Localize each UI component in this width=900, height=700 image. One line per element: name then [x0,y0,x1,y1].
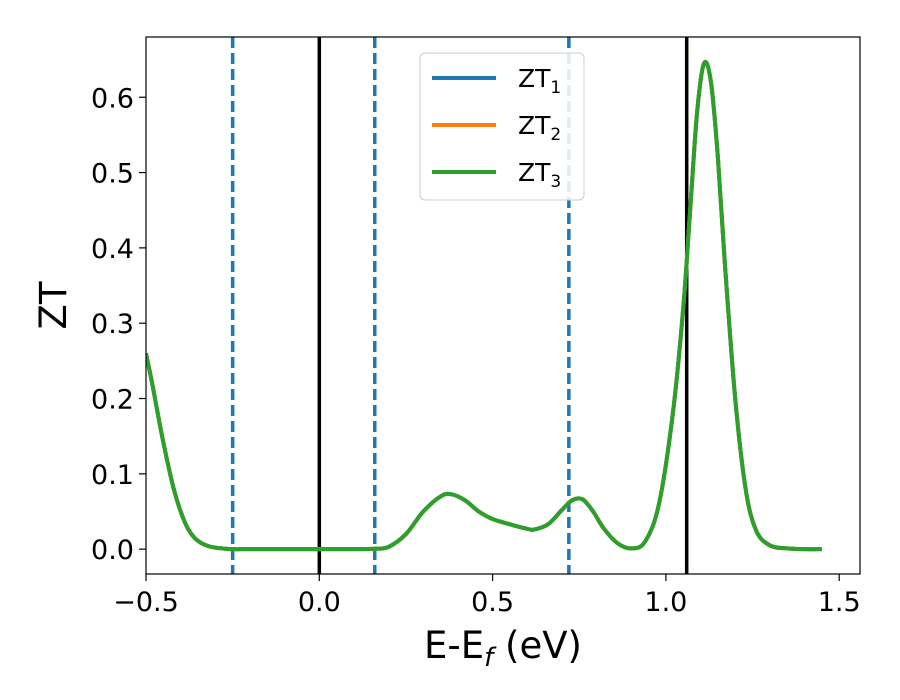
legend-label-zt3: ZT3 [518,158,561,192]
y-tick-label: 0.5 [91,159,134,190]
legend: ZT1 ZT2 ZT3 [419,52,585,201]
y-axis-label: ZT [32,281,75,329]
x-tick-label: −0.5 [113,587,179,618]
y-tick-label: 0.4 [91,234,134,265]
axes: −0.5 0.0 0.5 1.0 1.5 0.0 0.1 0.2 0.3 0.4 0.5 0.6 [91,36,861,618]
axes-frame [145,36,861,575]
x-tick-label: 0.0 [298,587,341,618]
x-tick-label: 0.5 [471,587,514,618]
x-axis-label: E-Ef (eV) [424,624,582,673]
y-tick-label: 0.6 [91,83,134,114]
series-line-zt3 [146,59,822,552]
x-tick-label: 1.0 [644,587,687,618]
legend-label-zt1: ZT1 [518,64,561,98]
y-tick-label: 0.2 [91,385,134,416]
y-tick-label: 0.3 [91,309,134,340]
x-tick-label: 1.5 [818,587,861,618]
legend-box [419,52,585,201]
y-tick-label: 0.0 [91,535,134,566]
legend-label-zt2: ZT2 [518,111,561,145]
y-tick-label: 0.1 [91,460,134,491]
